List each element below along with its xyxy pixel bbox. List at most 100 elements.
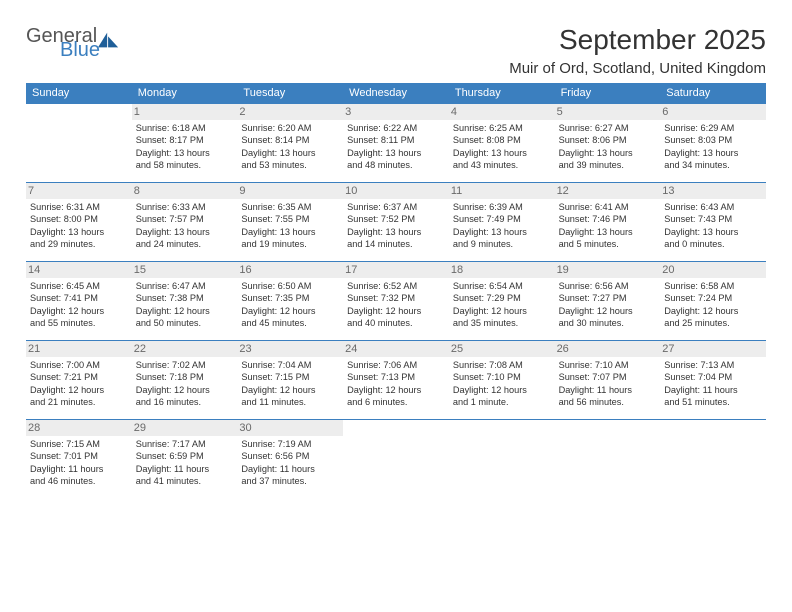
day-number: 13 — [660, 183, 766, 199]
day-cell: 11 Sunrise: 6:39 AMSunset: 7:49 PMDayligh… — [449, 183, 555, 261]
day-cell: 9Sunrise: 6:35 AMSunset: 7:55 PMDaylight… — [237, 183, 343, 261]
day-number: 22 — [132, 341, 238, 357]
sunset-text: Sunset: 7:27 PM — [559, 292, 657, 304]
calendar-subtitle: Muir of Ord, Scotland, United Kingdom — [509, 60, 766, 77]
day-header: Saturday — [660, 83, 766, 104]
day-cell: 14Sunrise: 6:45 AMSunset: 7:41 PMDayligh… — [26, 262, 132, 340]
sunrise-text: Sunrise: 6:20 AM — [241, 122, 339, 134]
daylight2-text: and 55 minutes. — [30, 317, 128, 329]
daylight2-text: and 16 minutes. — [136, 396, 234, 408]
day-number: 29 — [132, 420, 238, 436]
day-cell: 24Sunrise: 7:06 AMSunset: 7:13 PMDayligh… — [343, 341, 449, 419]
day-cell: 30Sunrise: 7:19 AMSunset: 6:56 PMDayligh… — [237, 420, 343, 498]
sunset-text: Sunset: 7:57 PM — [136, 213, 234, 225]
day-info: Sunrise: 6:39 AMSunset: 7:49 PMDaylight:… — [453, 201, 551, 251]
daylight2-text: and 9 minutes. — [453, 238, 551, 250]
day-cell: 7Sunrise: 6:31 AMSunset: 8:00 PMDaylight… — [26, 183, 132, 261]
day-number: 26 — [555, 341, 661, 357]
day-number: 15 — [132, 262, 238, 278]
daylight1-text: Daylight: 13 hours — [559, 226, 657, 238]
daylight1-text: Daylight: 13 hours — [30, 226, 128, 238]
sunset-text: Sunset: 7:46 PM — [559, 213, 657, 225]
day-info: Sunrise: 7:04 AMSunset: 7:15 PMDaylight:… — [241, 359, 339, 409]
day-cell — [555, 420, 661, 498]
day-cell: 12Sunrise: 6:41 AMSunset: 7:46 PMDayligh… — [555, 183, 661, 261]
sunset-text: Sunset: 7:15 PM — [241, 371, 339, 383]
day-number: 8 — [132, 183, 238, 199]
day-cell: 19Sunrise: 6:56 AMSunset: 7:27 PMDayligh… — [555, 262, 661, 340]
daylight2-text: and 37 minutes. — [241, 475, 339, 487]
day-info: Sunrise: 6:50 AMSunset: 7:35 PMDaylight:… — [241, 280, 339, 330]
calendar-title: September 2025 — [509, 24, 766, 56]
daylight2-text: and 41 minutes. — [136, 475, 234, 487]
sunset-text: Sunset: 8:17 PM — [136, 134, 234, 146]
sunset-text: Sunset: 7:52 PM — [347, 213, 445, 225]
day-cell — [26, 104, 132, 182]
sunrise-text: Sunrise: 7:02 AM — [136, 359, 234, 371]
sunrise-text: Sunrise: 6:47 AM — [136, 280, 234, 292]
sunset-text: Sunset: 7:55 PM — [241, 213, 339, 225]
day-header: Thursday — [449, 83, 555, 104]
daylight1-text: Daylight: 13 hours — [453, 147, 551, 159]
sunset-text: Sunset: 6:56 PM — [241, 450, 339, 462]
day-cell — [449, 420, 555, 498]
day-info: Sunrise: 6:43 AMSunset: 7:43 PMDaylight:… — [664, 201, 762, 251]
day-number: 24 — [343, 341, 449, 357]
daylight2-text: and 35 minutes. — [453, 317, 551, 329]
logo-text-blue: Blue — [60, 40, 120, 60]
daylight1-text: Daylight: 13 hours — [241, 147, 339, 159]
daylight1-text: Daylight: 11 hours — [664, 384, 762, 396]
sunrise-text: Sunrise: 6:54 AM — [453, 280, 551, 292]
day-info: Sunrise: 7:08 AMSunset: 7:10 PMDaylight:… — [453, 359, 551, 409]
sunrise-text: Sunrise: 6:43 AM — [664, 201, 762, 213]
day-header-row: SundayMondayTuesdayWednesdayThursdayFrid… — [26, 83, 766, 104]
sunset-text: Sunset: 8:06 PM — [559, 134, 657, 146]
day-header: Wednesday — [343, 83, 449, 104]
sunset-text: Sunset: 7:32 PM — [347, 292, 445, 304]
sunset-text: Sunset: 6:59 PM — [136, 450, 234, 462]
day-info: Sunrise: 6:20 AMSunset: 8:14 PMDaylight:… — [241, 122, 339, 172]
day-info: Sunrise: 6:18 AMSunset: 8:17 PMDaylight:… — [136, 122, 234, 172]
daylight1-text: Daylight: 12 hours — [347, 384, 445, 396]
week-row: 14Sunrise: 6:45 AMSunset: 7:41 PMDayligh… — [26, 261, 766, 340]
day-cell: 29Sunrise: 7:17 AMSunset: 6:59 PMDayligh… — [132, 420, 238, 498]
sunrise-text: Sunrise: 6:50 AM — [241, 280, 339, 292]
sunset-text: Sunset: 7:10 PM — [453, 371, 551, 383]
daylight2-text: and 25 minutes. — [664, 317, 762, 329]
sunrise-text: Sunrise: 7:00 AM — [30, 359, 128, 371]
sunset-text: Sunset: 7:29 PM — [453, 292, 551, 304]
day-number: 11 — [449, 183, 555, 199]
sunrise-text: Sunrise: 6:37 AM — [347, 201, 445, 213]
sunrise-text: Sunrise: 7:06 AM — [347, 359, 445, 371]
sunrise-text: Sunrise: 6:25 AM — [453, 122, 551, 134]
day-cell: 17Sunrise: 6:52 AMSunset: 7:32 PMDayligh… — [343, 262, 449, 340]
day-info: Sunrise: 7:13 AMSunset: 7:04 PMDaylight:… — [664, 359, 762, 409]
daylight1-text: Daylight: 13 hours — [347, 147, 445, 159]
sunrise-text: Sunrise: 6:45 AM — [30, 280, 128, 292]
daylight1-text: Daylight: 13 hours — [347, 226, 445, 238]
day-info: Sunrise: 6:47 AMSunset: 7:38 PMDaylight:… — [136, 280, 234, 330]
day-info: Sunrise: 6:25 AMSunset: 8:08 PMDaylight:… — [453, 122, 551, 172]
day-cell: 28Sunrise: 7:15 AMSunset: 7:01 PMDayligh… — [26, 420, 132, 498]
daylight2-text: and 30 minutes. — [559, 317, 657, 329]
sunset-text: Sunset: 7:18 PM — [136, 371, 234, 383]
day-cell: 15 Sunrise: 6:47 AMSunset: 7:38 PMDayligh… — [132, 262, 238, 340]
day-info: Sunrise: 6:54 AMSunset: 7:29 PMDaylight:… — [453, 280, 551, 330]
day-cell: 13 Sunrise: 6:43 AMSunset: 7:43 PMDayligh… — [660, 183, 766, 261]
day-cell: 8Sunrise: 6:33 AMSunset: 7:57 PMDaylight… — [132, 183, 238, 261]
day-cell: 5Sunrise: 6:27 AMSunset: 8:06 PMDaylight… — [555, 104, 661, 182]
day-cell: 22Sunrise: 7:02 AMSunset: 7:18 PMDayligh… — [132, 341, 238, 419]
week-row: 7Sunrise: 6:31 AMSunset: 8:00 PMDaylight… — [26, 182, 766, 261]
day-number: 12 — [555, 183, 661, 199]
day-number: 20 — [660, 262, 766, 278]
daylight2-text: and 0 minutes. — [664, 238, 762, 250]
day-number: 6 — [660, 104, 766, 120]
day-number: 5 — [555, 104, 661, 120]
day-number: 14 — [26, 262, 132, 278]
day-cell: 18Sunrise: 6:54 AMSunset: 7:29 PMDayligh… — [449, 262, 555, 340]
daylight1-text: Daylight: 12 hours — [241, 305, 339, 317]
daylight2-text: and 53 minutes. — [241, 159, 339, 171]
daylight1-text: Daylight: 13 hours — [136, 147, 234, 159]
day-number: 17 — [343, 262, 449, 278]
day-number: 2 — [237, 104, 343, 120]
